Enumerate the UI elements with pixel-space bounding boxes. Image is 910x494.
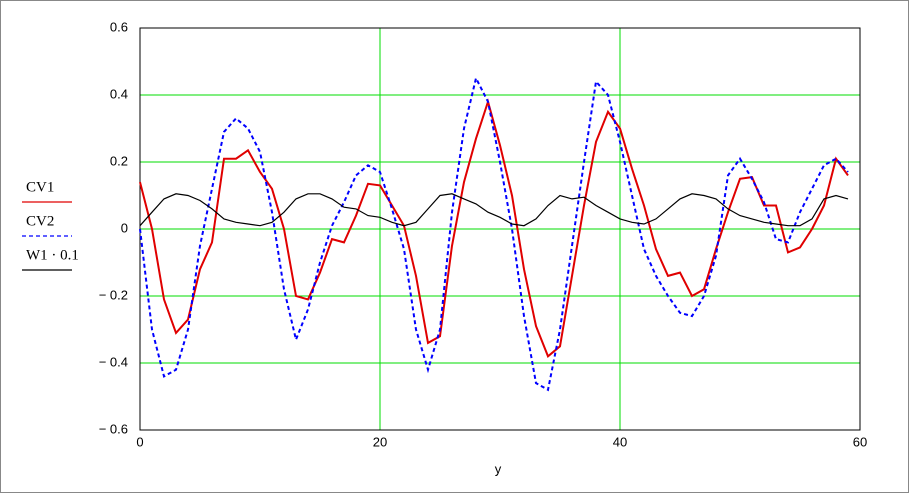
y-tick-label: 0.6 <box>110 19 128 34</box>
x-tick-label: 40 <box>613 434 627 449</box>
y-tick-label: 0 <box>121 220 128 235</box>
y-tick-label: − 0.6 <box>99 421 128 436</box>
y-tick-label: − 0.4 <box>99 354 128 369</box>
grid <box>139 27 861 431</box>
x-tick-label: 0 <box>136 434 143 449</box>
y-tick-label: 0.4 <box>110 86 128 101</box>
legend-label: CV2 <box>26 213 54 229</box>
series-line <box>139 193 849 227</box>
x-tick-label: 60 <box>853 434 867 449</box>
y-tick-label: − 0.2 <box>99 287 128 302</box>
legend-label: CV1 <box>26 179 54 195</box>
y-tick-label: 0.2 <box>110 153 128 168</box>
marks <box>139 75 849 392</box>
x-axis-label: y <box>495 461 502 476</box>
legend-label: W1 · 0.1 <box>26 247 79 263</box>
x-tick-label: 20 <box>373 434 387 449</box>
series-line <box>139 98 849 358</box>
